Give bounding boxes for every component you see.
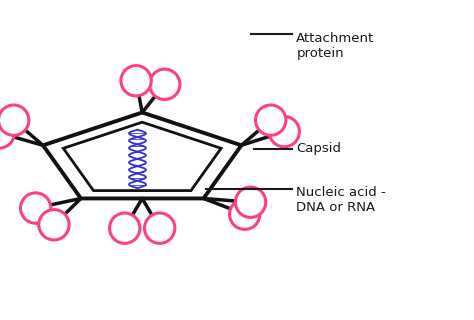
- Polygon shape: [43, 112, 241, 198]
- Ellipse shape: [109, 213, 140, 244]
- Ellipse shape: [20, 193, 51, 223]
- Ellipse shape: [236, 187, 266, 217]
- Text: Capsid: Capsid: [296, 142, 341, 155]
- Ellipse shape: [145, 213, 175, 244]
- Ellipse shape: [149, 69, 180, 100]
- Polygon shape: [64, 122, 221, 191]
- Text: Attachment
protein: Attachment protein: [296, 32, 374, 60]
- Ellipse shape: [0, 118, 15, 148]
- Ellipse shape: [39, 210, 69, 240]
- Text: Nucleic acid -
DNA or RNA: Nucleic acid - DNA or RNA: [296, 186, 386, 214]
- Ellipse shape: [0, 105, 29, 135]
- Ellipse shape: [121, 66, 151, 96]
- Ellipse shape: [255, 105, 286, 135]
- Ellipse shape: [269, 116, 300, 147]
- Ellipse shape: [229, 199, 260, 229]
